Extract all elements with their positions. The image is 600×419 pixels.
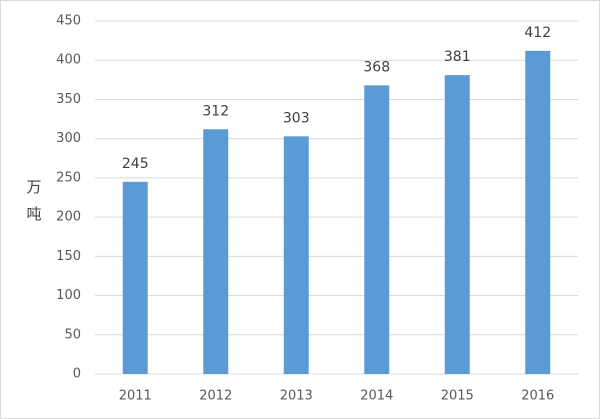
y-tick-label: 350 bbox=[56, 92, 81, 107]
data-label: 303 bbox=[283, 110, 310, 126]
y-axis-label: 万吨 bbox=[26, 178, 42, 223]
x-tick-label: 2014 bbox=[360, 389, 393, 404]
bar bbox=[122, 181, 148, 374]
y-tick-label: 100 bbox=[56, 288, 81, 303]
bar bbox=[444, 75, 470, 375]
x-tick-label: 2013 bbox=[280, 389, 313, 404]
x-tick-label: 2012 bbox=[199, 389, 232, 404]
data-label: 381 bbox=[444, 49, 471, 65]
y-tick-label: 250 bbox=[56, 170, 81, 185]
x-tick-label: 2015 bbox=[441, 389, 474, 404]
bar bbox=[203, 129, 229, 374]
data-label: 312 bbox=[202, 103, 229, 119]
bar bbox=[525, 50, 551, 374]
x-tick-label: 2016 bbox=[521, 389, 554, 404]
y-tick-label: 450 bbox=[56, 14, 81, 29]
y-tick-label: 50 bbox=[64, 327, 81, 342]
y-tick-label: 200 bbox=[56, 210, 81, 225]
bar bbox=[283, 136, 309, 374]
y-tick-label: 300 bbox=[56, 131, 81, 146]
data-label: 245 bbox=[122, 156, 149, 172]
y-tick-label: 150 bbox=[56, 249, 81, 264]
x-tick-label: 2011 bbox=[119, 389, 152, 404]
data-label: 368 bbox=[363, 59, 390, 75]
y-tick-label: 400 bbox=[56, 53, 81, 68]
y-tick-label: 0 bbox=[73, 367, 81, 382]
bar bbox=[364, 85, 390, 374]
data-label: 412 bbox=[524, 25, 551, 41]
